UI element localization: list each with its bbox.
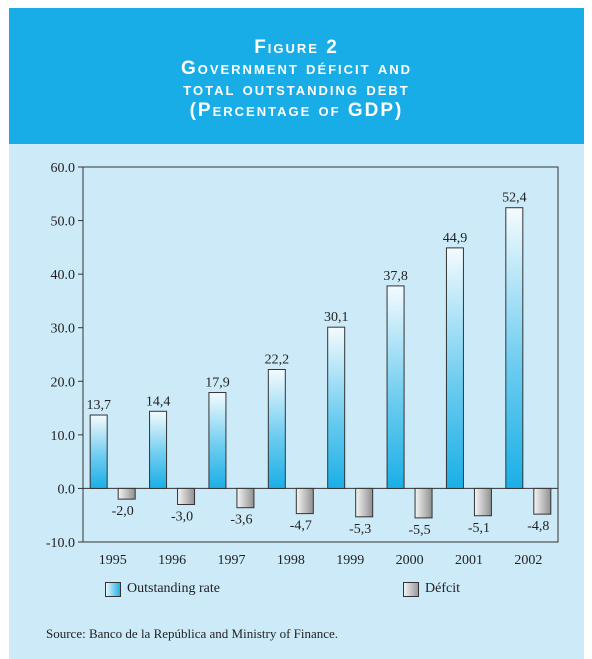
data-label-outstanding-1996: 14,4 <box>146 394 171 409</box>
legend-swatch-deficit <box>403 581 419 597</box>
data-label-outstanding-1997: 17,9 <box>205 376 230 391</box>
figure-panel: Figure 2 Government déficit and total ou… <box>9 8 584 659</box>
bar-outstanding-2001 <box>445 247 464 489</box>
bar-deficit-2002 <box>533 487 552 515</box>
y-tick-label: 50.0 <box>51 215 76 230</box>
x-tick-label-2001: 2001 <box>455 553 483 568</box>
bar-outstanding-2002 <box>505 207 524 489</box>
data-label-deficit-1995: -2,0 <box>112 504 134 519</box>
bar-deficit-1996 <box>177 487 196 505</box>
figure-title-line-2: total outstanding debt <box>183 79 410 100</box>
data-label-deficit-1998: -4,7 <box>290 519 312 534</box>
plot-area <box>82 166 559 543</box>
data-label-outstanding-1999: 30,1 <box>324 310 349 325</box>
data-label-outstanding-2001: 44,9 <box>443 231 468 246</box>
data-label-deficit-2000: -5,5 <box>408 523 430 538</box>
data-label-deficit-2002: -4,8 <box>527 519 549 534</box>
bar-deficit-1999 <box>355 487 374 518</box>
y-tick-label: 40.0 <box>51 268 76 283</box>
bar-outstanding-1999 <box>327 326 346 489</box>
x-tick-label-2000: 2000 <box>396 553 424 568</box>
figure-title-line-1: Government déficit and <box>180 58 413 79</box>
data-label-deficit-1996: -3,0 <box>171 510 193 525</box>
x-tick-label-1999: 1999 <box>336 553 364 568</box>
data-label-outstanding-1995: 13,7 <box>86 398 111 413</box>
bar-outstanding-1998 <box>267 369 286 489</box>
legend-label-deficit: Défcit <box>425 581 460 596</box>
y-tick-label: 20.0 <box>51 375 76 390</box>
x-tick-label-1996: 1996 <box>158 553 186 568</box>
bar-deficit-2000 <box>414 487 433 519</box>
bar-outstanding-1997 <box>208 392 227 489</box>
data-label-deficit-1999: -5,3 <box>349 522 371 537</box>
y-tick-label: 0.0 <box>58 482 76 497</box>
source-note: Source: Banco de la República and Minist… <box>46 626 339 641</box>
figure-label: Figure 2 <box>254 37 339 58</box>
x-tick-label-2002: 2002 <box>514 553 542 568</box>
figure-subtitle: (Percentage of GDP) <box>189 100 404 121</box>
data-label-outstanding-1998: 22,2 <box>265 353 290 368</box>
y-tick-label: -10.0 <box>46 536 75 551</box>
bar-deficit-2001 <box>473 487 492 517</box>
x-tick-label-1997: 1997 <box>217 553 245 568</box>
data-label-outstanding-2000: 37,8 <box>383 269 408 284</box>
x-tick-label-1998: 1998 <box>277 553 305 568</box>
bar-deficit-1995 <box>117 487 136 500</box>
y-tick-label: 60.0 <box>51 161 76 176</box>
bar-deficit-1997 <box>236 487 255 509</box>
figure-header: Figure 2 Government déficit and total ou… <box>9 8 584 144</box>
data-label-outstanding-2002: 52,4 <box>502 191 527 206</box>
bar-outstanding-1995 <box>89 414 108 489</box>
legend-item-outstanding: Outstanding rate <box>105 581 220 597</box>
legend-swatch-outstanding <box>105 581 121 597</box>
data-label-deficit-1997: -3,6 <box>230 513 252 528</box>
data-label-deficit-2001: -5,1 <box>468 521 490 536</box>
legend-label-outstanding: Outstanding rate <box>127 581 220 596</box>
bar-outstanding-2000 <box>386 285 405 489</box>
x-tick-label-1995: 1995 <box>99 553 127 568</box>
bar-deficit-1998 <box>295 487 314 515</box>
y-tick-label: 10.0 <box>51 429 76 444</box>
bar-outstanding-1996 <box>149 410 168 489</box>
y-tick-label: 30.0 <box>51 322 76 337</box>
legend-item-deficit: Défcit <box>403 581 460 597</box>
